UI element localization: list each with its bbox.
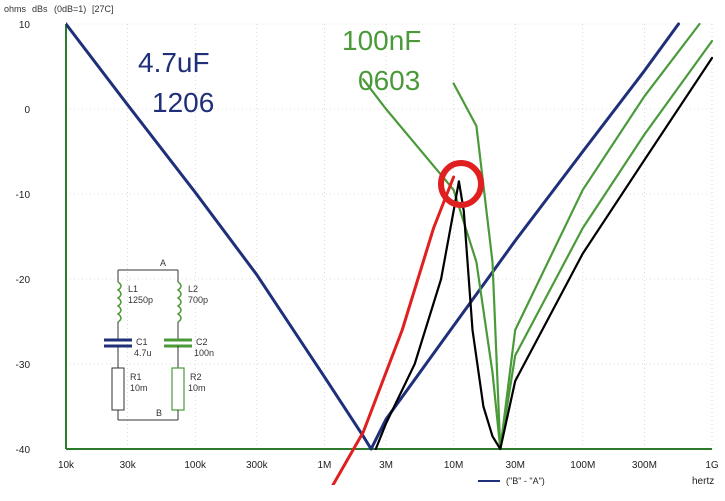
l2-value: 700p <box>188 295 208 305</box>
r2-ref: R2 <box>190 372 202 382</box>
annotation-1206: 1206 <box>152 87 214 118</box>
r1-ref: R1 <box>130 372 142 382</box>
series-layer <box>66 22 714 485</box>
x-tick-label: 10M <box>444 460 463 471</box>
y-tick-label: -20 <box>16 275 31 286</box>
unit-right-label: dBs <box>32 4 48 14</box>
annotation-4-7uf: 4.7uF <box>138 47 210 78</box>
series-line-red-marker <box>331 175 456 485</box>
inductor-l2-symbol <box>176 281 182 323</box>
axes <box>65 24 712 450</box>
x-tick-label: 100k <box>184 460 207 471</box>
peak-highlight-circle <box>438 160 484 208</box>
legend-entry: ("B" - "A") <box>506 476 545 486</box>
legend: ("B" - "A") <box>478 476 545 486</box>
annotation-100nf: 100nF <box>342 25 421 56</box>
temp-note: [27C] <box>92 4 114 14</box>
c2-value: 100n <box>194 348 214 358</box>
c2-ref: C2 <box>196 337 208 347</box>
schematic-node-a: A <box>160 258 166 268</box>
scale-note: (0dB=1) <box>54 4 86 14</box>
y-tick-label: -30 <box>16 360 31 371</box>
y-tick-labels: 10 0 -10 -20 -30 -40 <box>16 20 31 456</box>
schematic-node-b: B <box>156 408 162 418</box>
x-tick-label: 300M <box>632 460 657 471</box>
r1-value: 10m <box>130 383 148 393</box>
r2-value: 10m <box>188 383 206 393</box>
resistor-r1-symbol <box>111 367 125 411</box>
c1-value: 4.7u <box>134 348 152 358</box>
series-line-4-7uf <box>66 22 680 451</box>
x-tick-label: 300k <box>246 460 269 471</box>
resistor-r2-symbol <box>171 367 185 411</box>
x-axis-label: hertz <box>692 476 714 487</box>
x-tick-labels: 10k 30k 100k 300k 1M 3M 10M 30M 100M 300M 1G <box>58 460 719 471</box>
x-tick-label: 1G <box>705 460 719 471</box>
x-tick-label: 3M <box>379 460 393 471</box>
inductor-l1-symbol <box>116 281 122 323</box>
l2-ref: L2 <box>188 284 198 294</box>
y-tick-label: 0 <box>24 105 30 116</box>
series-line-combined <box>374 56 714 451</box>
l1-ref: L1 <box>128 284 138 294</box>
schematic-inset: A L1 1250p L2 700p C1 4.7u C2 <box>104 258 214 421</box>
y-tick-label: -10 <box>16 190 31 201</box>
l1-value: 1250p <box>128 295 153 305</box>
series-line-100nf <box>362 22 701 451</box>
capacitor-c2-symbol <box>164 338 192 348</box>
x-tick-label: 1M <box>317 460 331 471</box>
capacitor-c1-symbol <box>104 338 132 348</box>
x-tick-label: 30M <box>506 460 525 471</box>
x-tick-label: 30k <box>120 460 137 471</box>
x-tick-label: 10k <box>58 460 75 471</box>
series-line-100nf-alt <box>452 39 714 451</box>
annotation-0603: 0603 <box>358 65 420 96</box>
c1-ref: C1 <box>136 337 148 347</box>
y-tick-label: 10 <box>19 20 31 31</box>
x-tick-label: 100M <box>570 460 595 471</box>
y-tick-label: -40 <box>16 445 31 456</box>
unit-left-label: ohms <box>4 4 27 14</box>
